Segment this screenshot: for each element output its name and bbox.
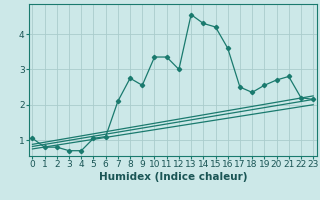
X-axis label: Humidex (Indice chaleur): Humidex (Indice chaleur) — [99, 172, 247, 182]
